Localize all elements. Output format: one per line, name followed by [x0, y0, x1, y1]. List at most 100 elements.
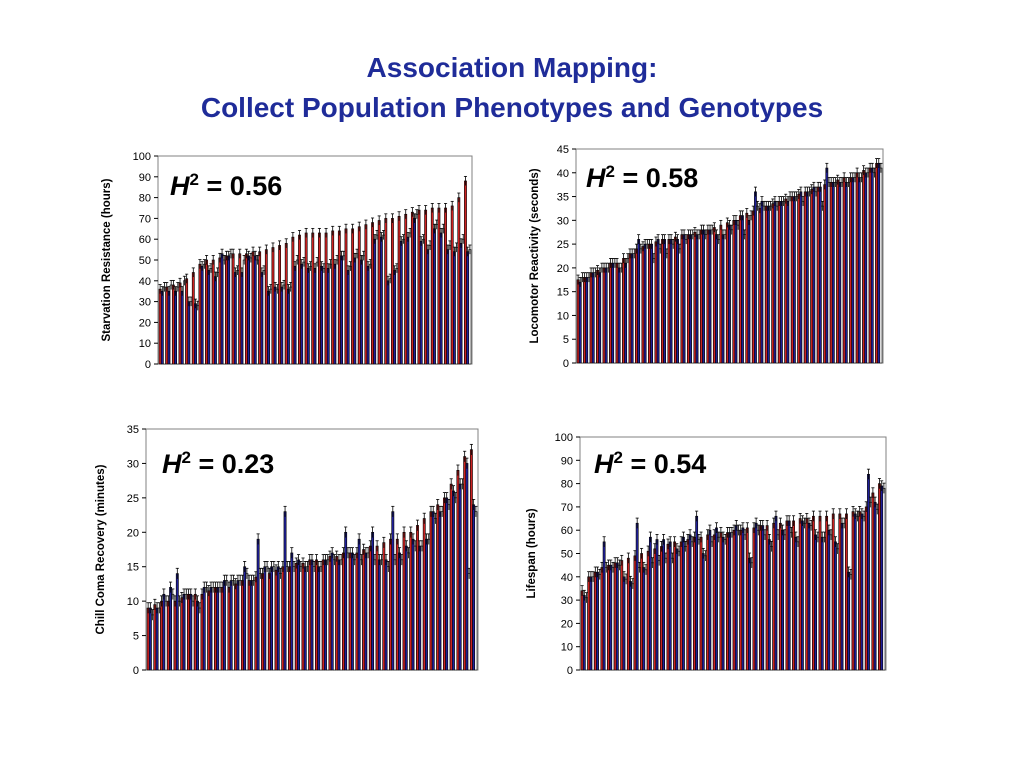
- bar-blue: [337, 559, 341, 671]
- bar-blue: [379, 236, 383, 365]
- y-tick-label: 30: [561, 595, 573, 607]
- bar-blue: [578, 281, 582, 364]
- bar-open: [339, 559, 343, 671]
- bar-blue: [426, 249, 430, 365]
- y-tick-label: 35: [127, 424, 139, 436]
- bar-red: [464, 180, 467, 365]
- bar-red: [576, 279, 580, 364]
- bar-red: [288, 566, 291, 671]
- bar-red: [238, 253, 242, 365]
- bar-open: [591, 576, 595, 671]
- y-tick-label: 90: [139, 172, 151, 184]
- bar-open: [665, 253, 669, 364]
- bar-red: [758, 208, 762, 364]
- bar-blue: [721, 536, 725, 671]
- bar-open: [750, 562, 754, 671]
- bar-open: [585, 597, 588, 671]
- bar-blue: [391, 511, 395, 671]
- bar-blue: [630, 253, 634, 364]
- bar-open: [275, 288, 279, 365]
- bar-blue: [794, 536, 798, 671]
- bar-blue: [851, 177, 855, 364]
- bar-open: [315, 261, 319, 365]
- bar-blue: [207, 270, 211, 365]
- bar-open: [736, 224, 740, 364]
- bar-open: [827, 181, 831, 364]
- bar-open: [191, 600, 195, 671]
- bar-red: [271, 247, 275, 365]
- bar-red: [389, 538, 392, 671]
- bar-red: [274, 569, 278, 671]
- bar-blue: [689, 234, 692, 364]
- bar-blue: [418, 545, 422, 671]
- bar-open: [782, 201, 785, 364]
- bar-red: [218, 257, 222, 365]
- bar-open: [428, 245, 432, 365]
- bar-open: [788, 196, 792, 364]
- y-tick-label: 40: [139, 276, 151, 288]
- bar-open: [879, 167, 883, 364]
- bar-blue: [663, 239, 666, 364]
- bar-blue: [741, 527, 745, 671]
- y-tick-label: 70: [139, 213, 151, 225]
- y-tick-label: 90: [561, 455, 573, 467]
- bar-blue: [615, 562, 619, 671]
- bar-blue: [431, 511, 435, 671]
- y-tick-label: 80: [139, 193, 151, 205]
- bar-open: [189, 301, 193, 365]
- bar-red: [375, 545, 379, 671]
- bar-red: [825, 515, 829, 671]
- bar-red: [641, 246, 645, 364]
- bar-open: [684, 239, 688, 364]
- bar-open: [875, 508, 879, 671]
- y-tick-label: 10: [139, 338, 151, 350]
- bar-blue: [175, 573, 179, 671]
- bar-open: [613, 262, 617, 364]
- bar-blue: [643, 243, 647, 364]
- bar-red: [416, 525, 419, 671]
- bar-red: [836, 179, 840, 364]
- bar-open: [847, 181, 850, 364]
- bar-open: [368, 263, 372, 365]
- bar-blue: [682, 234, 686, 364]
- bar-open: [704, 555, 707, 671]
- heritability-annotation: H2 = 0.58: [586, 162, 698, 193]
- bar-red: [745, 527, 749, 671]
- bar-red: [719, 224, 723, 364]
- bar-red: [792, 520, 795, 671]
- y-axis-label: Locomotor Reactivity (seconds): [529, 168, 541, 343]
- bar-red: [797, 193, 801, 364]
- bar-red: [816, 186, 820, 364]
- heritability-symbol: H: [586, 163, 606, 193]
- bar-blue: [333, 263, 337, 365]
- bar-open: [762, 205, 766, 364]
- bar-blue: [754, 522, 758, 671]
- bar-blue: [386, 280, 390, 365]
- bar-red: [240, 580, 244, 671]
- heritability-exponent: 2: [182, 448, 191, 467]
- bar-red: [337, 230, 341, 365]
- bar-open: [853, 177, 857, 364]
- bar-red: [207, 590, 211, 671]
- bar-blue: [820, 536, 824, 671]
- bar-open: [249, 257, 253, 365]
- bar-blue: [290, 552, 294, 671]
- bar-open: [717, 239, 721, 364]
- slide-title-line1: Association Mapping:: [366, 52, 658, 83]
- bar-blue: [223, 580, 226, 671]
- bar-red: [417, 209, 421, 365]
- bar-open: [342, 255, 346, 365]
- bar-open: [873, 172, 876, 364]
- y-tick-label: 30: [139, 297, 151, 309]
- bar-red: [620, 560, 624, 671]
- bar-red: [357, 226, 361, 365]
- bar-open: [730, 532, 734, 671]
- bar-open: [749, 215, 753, 364]
- bar-blue: [306, 268, 310, 365]
- bar-open: [840, 181, 844, 364]
- bar-red: [382, 542, 386, 671]
- bar-red: [752, 527, 756, 671]
- bar-red: [622, 258, 625, 364]
- bar-red: [693, 231, 697, 364]
- bar-open: [801, 201, 805, 364]
